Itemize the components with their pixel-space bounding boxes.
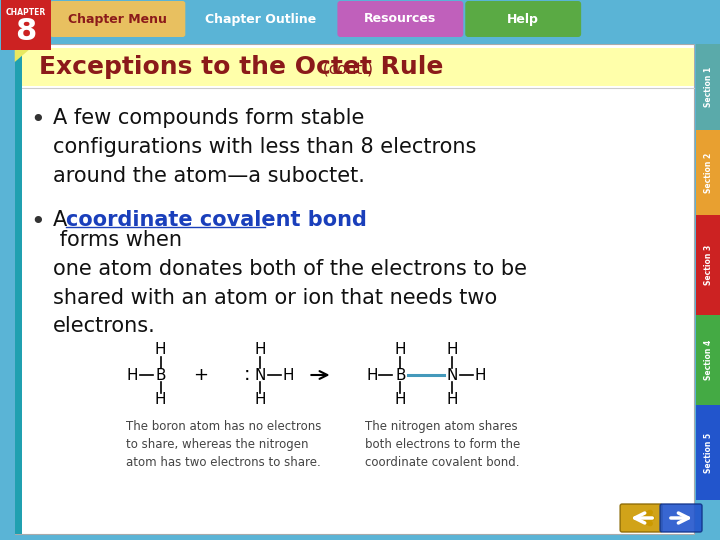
- Text: Section 4: Section 4: [703, 340, 713, 380]
- Bar: [14, 44, 22, 534]
- Text: The nitrogen atom shares
both electrons to form the
coordinate covalent bond.: The nitrogen atom shares both electrons …: [365, 420, 521, 469]
- Text: Help: Help: [508, 12, 539, 25]
- Text: H: H: [283, 368, 294, 382]
- Text: Section 1: Section 1: [703, 67, 713, 107]
- Text: Section 3: Section 3: [703, 245, 713, 285]
- Text: +: +: [193, 366, 208, 384]
- Text: H: H: [395, 393, 406, 408]
- Text: H: H: [446, 342, 458, 357]
- Text: N: N: [255, 368, 266, 382]
- Text: CHAPTER: CHAPTER: [6, 8, 46, 17]
- Text: H: H: [255, 342, 266, 357]
- Polygon shape: [14, 44, 36, 62]
- Bar: [696, 215, 720, 315]
- Text: Resources: Resources: [364, 12, 436, 25]
- Text: Chapter Outline: Chapter Outline: [205, 12, 317, 25]
- Bar: [1, 0, 50, 50]
- Bar: [696, 315, 720, 405]
- Text: B: B: [395, 368, 405, 382]
- Text: B: B: [156, 368, 166, 382]
- Text: N: N: [446, 368, 458, 382]
- Text: Section 2: Section 2: [703, 152, 713, 193]
- Text: H: H: [395, 342, 406, 357]
- Text: 8: 8: [15, 17, 36, 46]
- Text: The boron atom has no electrons
to share, whereas the nitrogen
atom has two elec: The boron atom has no electrons to share…: [125, 420, 321, 469]
- Text: H: H: [474, 368, 486, 382]
- Text: coordinate covalent bond: coordinate covalent bond: [66, 210, 366, 230]
- Text: :: :: [244, 366, 251, 384]
- FancyBboxPatch shape: [465, 1, 581, 37]
- Text: A: A: [53, 210, 73, 230]
- Text: Section 5: Section 5: [703, 433, 713, 472]
- Bar: [1, 0, 720, 44]
- Text: Chapter Menu: Chapter Menu: [68, 12, 167, 25]
- Text: H: H: [155, 342, 166, 357]
- FancyBboxPatch shape: [660, 504, 702, 532]
- Text: H: H: [446, 393, 458, 408]
- Text: A few compounds form stable
configurations with less than 8 electrons
around the: A few compounds form stable configuratio…: [53, 108, 476, 186]
- Text: Exceptions to the Octet Rule: Exceptions to the Octet Rule: [39, 55, 443, 79]
- Text: H: H: [127, 368, 138, 382]
- FancyBboxPatch shape: [50, 1, 186, 37]
- Text: (cont.): (cont.): [318, 62, 374, 77]
- Bar: [696, 130, 720, 215]
- Text: H: H: [255, 393, 266, 408]
- Text: H: H: [155, 393, 166, 408]
- Text: forms when
one atom donates both of the electrons to be
shared with an atom or i: forms when one atom donates both of the …: [53, 230, 527, 336]
- Bar: [696, 44, 720, 130]
- FancyBboxPatch shape: [186, 1, 336, 37]
- FancyBboxPatch shape: [338, 1, 463, 37]
- Bar: [696, 405, 720, 500]
- Text: H: H: [366, 368, 378, 382]
- Text: •: •: [31, 108, 45, 132]
- FancyBboxPatch shape: [620, 504, 662, 532]
- Text: •: •: [31, 210, 45, 234]
- Bar: [22, 48, 694, 86]
